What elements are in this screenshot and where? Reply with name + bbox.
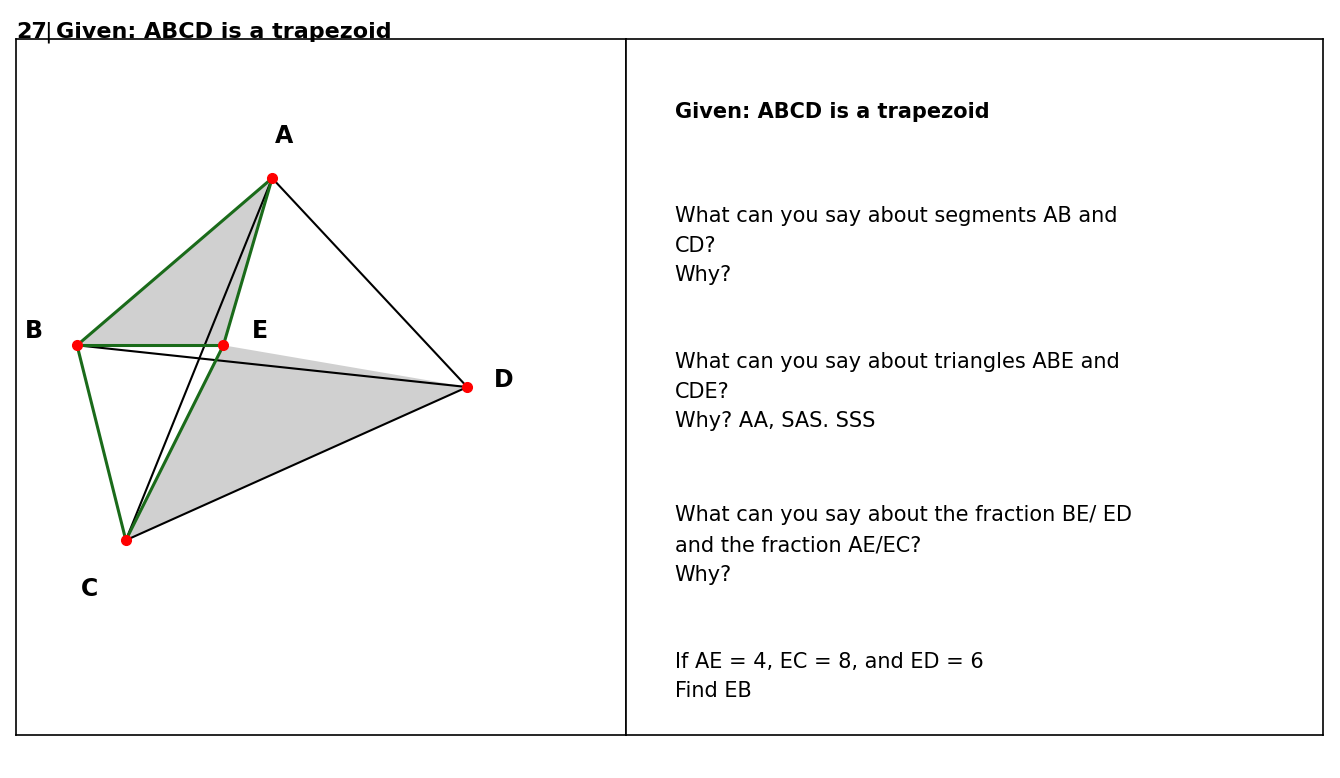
Text: D: D (494, 368, 513, 392)
Text: B: B (25, 319, 43, 343)
Text: What can you say about triangles ABE and
CDE?
Why? AA, SAS. SSS: What can you say about triangles ABE and… (674, 352, 1119, 432)
Text: If AE = 4, EC = 8, and ED = 6
Find EB: If AE = 4, EC = 8, and ED = 6 Find EB (674, 652, 984, 701)
Text: Given: ABCD is a trapezoid: Given: ABCD is a trapezoid (56, 22, 391, 42)
Polygon shape (126, 345, 468, 540)
Text: A: A (275, 124, 293, 149)
Text: What can you say about the fraction BE/ ED
and the fraction AE/EC?
Why?: What can you say about the fraction BE/ … (674, 506, 1131, 584)
Text: |: | (44, 22, 52, 44)
Text: Given: ABCD is a trapezoid: Given: ABCD is a trapezoid (674, 102, 989, 121)
Text: What can you say about segments AB and
CD?
Why?: What can you say about segments AB and C… (674, 206, 1118, 286)
Text: C: C (80, 577, 98, 601)
Text: 27: 27 (16, 22, 47, 42)
Polygon shape (78, 178, 272, 345)
Text: E: E (252, 319, 268, 343)
